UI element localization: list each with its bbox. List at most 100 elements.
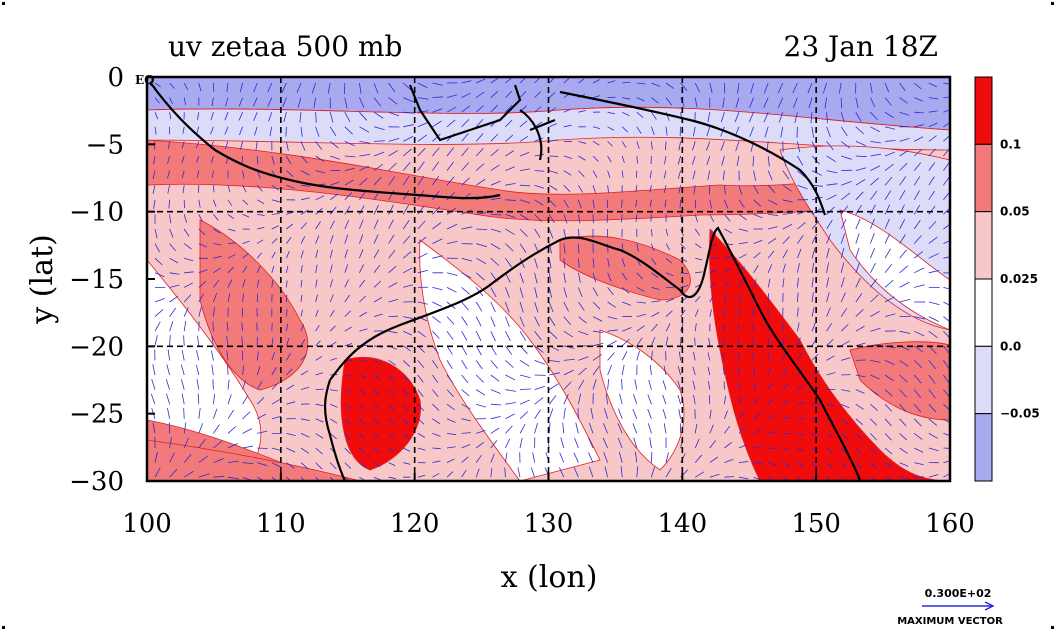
wind-vector	[899, 176, 907, 186]
wind-vector	[344, 264, 349, 273]
wind-vector	[870, 374, 880, 380]
wind-vector	[359, 418, 365, 425]
wind-vector	[797, 210, 808, 215]
wind-vector	[461, 257, 473, 262]
wind-vector	[359, 165, 370, 171]
wind-vector	[549, 360, 561, 363]
wind-vector	[388, 82, 396, 93]
wind-vector	[665, 298, 674, 303]
wind-vector	[549, 123, 558, 128]
wind-vector	[928, 162, 936, 171]
wind-vector	[840, 192, 851, 201]
wind-vector	[197, 393, 200, 405]
wind-vector	[373, 97, 382, 107]
wind-vector	[329, 112, 334, 123]
wind-vector	[257, 199, 265, 204]
wind-vector	[242, 428, 253, 434]
wind-vector	[708, 337, 711, 346]
wind-vector	[166, 364, 170, 376]
wind-vector	[607, 316, 618, 320]
wind-vector	[388, 176, 396, 186]
wind-vector	[838, 82, 842, 94]
wind-vector	[622, 97, 631, 100]
wind-vector	[534, 258, 538, 269]
wind-vector	[724, 199, 729, 209]
wind-vector	[461, 403, 471, 410]
wind-vector	[417, 205, 425, 215]
wind-vector	[403, 284, 414, 288]
wind-vector	[928, 269, 940, 274]
wind-vector	[840, 126, 848, 137]
wind-vector	[241, 155, 243, 165]
wind-vector	[797, 155, 804, 166]
wind-vector	[315, 462, 323, 470]
wind-vector	[388, 250, 396, 259]
wind-vector	[709, 82, 713, 94]
wind-vector	[592, 185, 596, 194]
wind-vector	[329, 249, 333, 259]
wind-vector	[636, 272, 643, 280]
wind-vector	[300, 222, 307, 230]
wind-vector	[884, 233, 891, 244]
wind-vector	[198, 280, 207, 288]
coastline-sumatra-java	[149, 81, 501, 200]
wind-vector	[461, 331, 468, 341]
wind-vector	[826, 372, 836, 376]
wind-vector	[519, 287, 524, 298]
wind-vector	[213, 185, 215, 193]
wind-vector	[621, 364, 625, 376]
wind-vector	[913, 162, 922, 171]
wind-vector	[592, 258, 595, 268]
wind-vector	[562, 422, 565, 434]
wind-vector	[242, 185, 247, 193]
wind-vector	[432, 147, 440, 157]
wind-vector	[679, 199, 681, 208]
wind-vector	[417, 418, 425, 425]
wind-vector	[519, 399, 531, 405]
wind-vector	[797, 184, 808, 190]
wind-vector	[519, 388, 531, 390]
wind-vector	[724, 228, 733, 234]
wind-vector	[928, 301, 940, 306]
wind-vector	[505, 374, 516, 381]
wind-vector	[840, 340, 850, 347]
wind-vector	[724, 442, 732, 449]
wind-vector	[329, 206, 337, 215]
wind-vector	[724, 458, 734, 463]
wind-vector	[899, 234, 906, 244]
wind-vector	[213, 243, 222, 246]
wind-vector	[225, 141, 229, 150]
wind-vector	[797, 307, 799, 317]
wind-vector	[621, 199, 623, 208]
wind-vector	[505, 452, 508, 463]
gridlines	[147, 77, 950, 481]
wind-vector	[870, 177, 879, 186]
wind-vector	[870, 204, 876, 215]
wind-vector	[315, 447, 323, 455]
wind-vector	[534, 153, 544, 157]
wind-vector	[388, 462, 396, 466]
wind-vector	[664, 155, 667, 165]
wind-vector	[388, 447, 395, 453]
wind-vector	[884, 313, 896, 317]
wind-vector	[709, 214, 715, 223]
wind-vector	[855, 293, 863, 303]
wind-vector	[315, 221, 321, 230]
wind-vector	[446, 240, 458, 244]
wind-vector	[286, 462, 295, 469]
wind-vector	[548, 272, 552, 284]
wind-vector	[167, 141, 170, 150]
wind-vector	[928, 389, 936, 399]
wind-vector	[183, 97, 187, 106]
wind-vector	[635, 185, 638, 193]
wind-vector	[490, 197, 502, 201]
wind-vector	[402, 389, 409, 397]
wind-vector	[782, 447, 791, 451]
wind-vector	[315, 235, 320, 244]
wind-vector	[388, 219, 394, 230]
wind-vector	[286, 368, 293, 376]
wind-vector	[738, 444, 748, 449]
wind-vector	[928, 97, 938, 100]
wind-vector	[475, 345, 482, 356]
